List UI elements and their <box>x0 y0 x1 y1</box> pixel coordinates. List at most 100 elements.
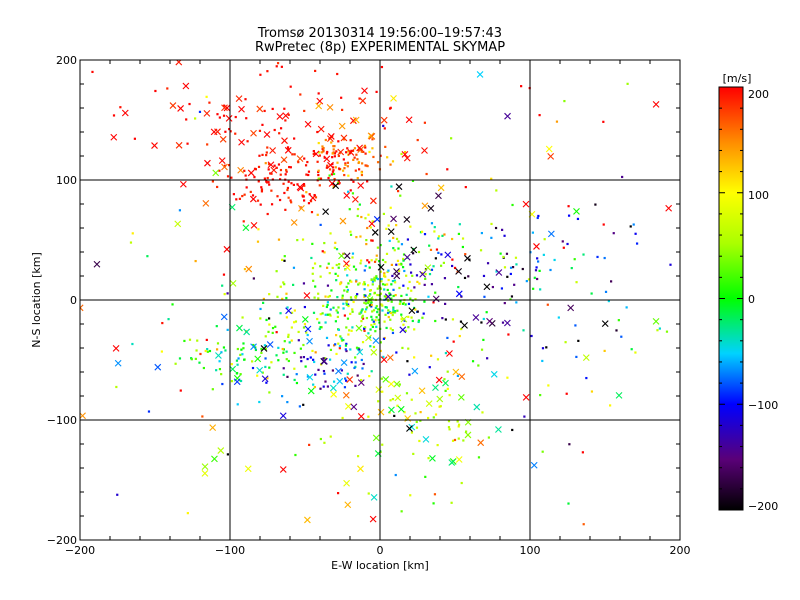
data-cross <box>356 348 364 356</box>
data-cross <box>370 197 377 205</box>
data-point <box>350 329 353 332</box>
data-point <box>222 346 226 349</box>
data-point <box>346 161 350 164</box>
data-point <box>324 380 327 383</box>
data-point <box>350 149 353 152</box>
data-cross <box>458 373 466 381</box>
data-point <box>345 285 348 289</box>
data-point <box>194 357 197 360</box>
data-point <box>415 420 418 424</box>
data-point <box>376 287 379 290</box>
data-point <box>328 174 331 177</box>
data-point <box>323 241 326 245</box>
data-point <box>376 277 380 281</box>
data-point <box>342 158 345 161</box>
data-cross <box>393 380 401 388</box>
data-cross <box>400 315 408 323</box>
data-point <box>235 359 239 362</box>
data-point <box>129 241 133 244</box>
data-point <box>300 360 303 363</box>
data-point <box>265 154 268 157</box>
data-point <box>515 263 518 266</box>
data-point <box>365 316 369 320</box>
data-point <box>336 315 339 319</box>
data-point <box>374 319 377 322</box>
data-point <box>566 242 569 246</box>
data-cross <box>652 101 660 108</box>
data-point <box>604 290 608 293</box>
data-point <box>267 330 270 333</box>
data-point <box>515 301 518 304</box>
data-point <box>280 65 283 68</box>
data-point <box>221 284 224 287</box>
data-point <box>257 228 260 231</box>
data-point <box>499 252 502 255</box>
data-point <box>327 176 330 180</box>
data-point <box>391 274 394 278</box>
data-point <box>285 358 288 361</box>
data-point <box>424 273 427 276</box>
data-point <box>383 272 386 275</box>
data-point <box>375 254 378 257</box>
data-point <box>390 311 393 315</box>
data-point <box>379 341 382 344</box>
data-cross <box>256 366 264 374</box>
data-cross <box>296 155 304 162</box>
data-point <box>293 321 296 324</box>
data-point <box>369 226 372 229</box>
data-point <box>261 153 264 156</box>
data-point <box>418 282 421 285</box>
data-point <box>326 284 330 287</box>
data-point <box>260 186 263 189</box>
data-point <box>366 180 369 183</box>
data-point <box>329 435 332 438</box>
data-point <box>440 253 443 256</box>
data-cross <box>352 116 360 124</box>
data-point <box>270 203 274 206</box>
data-point <box>377 318 380 321</box>
data-point <box>373 260 377 263</box>
data-cross <box>495 426 502 433</box>
data-cross <box>328 180 336 187</box>
data-cross <box>317 125 325 133</box>
data-point <box>354 268 358 271</box>
data-cross <box>419 270 426 278</box>
data-cross <box>344 402 352 410</box>
data-point <box>269 172 272 175</box>
data-point <box>594 203 597 206</box>
data-point <box>393 249 396 252</box>
data-point <box>509 298 512 301</box>
data-point <box>313 262 317 265</box>
data-point <box>286 375 289 378</box>
data-point <box>322 357 325 360</box>
data-point <box>557 316 560 319</box>
data-point <box>345 379 348 382</box>
grid-lines <box>80 60 680 540</box>
data-point <box>349 189 352 192</box>
data-point <box>303 323 307 326</box>
data-cross <box>220 313 228 321</box>
data-cross <box>464 431 472 439</box>
data-cross <box>218 157 226 164</box>
y-tick-label: 200 <box>56 54 77 67</box>
data-cross <box>243 328 251 336</box>
data-point <box>325 166 328 169</box>
data-point <box>273 164 276 167</box>
data-point <box>236 347 239 351</box>
data-point <box>312 358 315 361</box>
data-point <box>338 182 341 185</box>
data-point <box>355 346 359 349</box>
data-point <box>378 321 381 324</box>
data-point <box>401 346 404 350</box>
data-point <box>302 326 306 329</box>
data-point <box>480 231 483 235</box>
data-cross <box>522 200 530 208</box>
data-point <box>215 369 218 372</box>
data-point <box>446 370 449 373</box>
data-point <box>382 212 386 216</box>
data-point <box>373 276 376 279</box>
data-point <box>356 293 359 296</box>
data-point <box>215 325 218 328</box>
data-point <box>378 260 381 263</box>
data-point <box>411 274 414 277</box>
